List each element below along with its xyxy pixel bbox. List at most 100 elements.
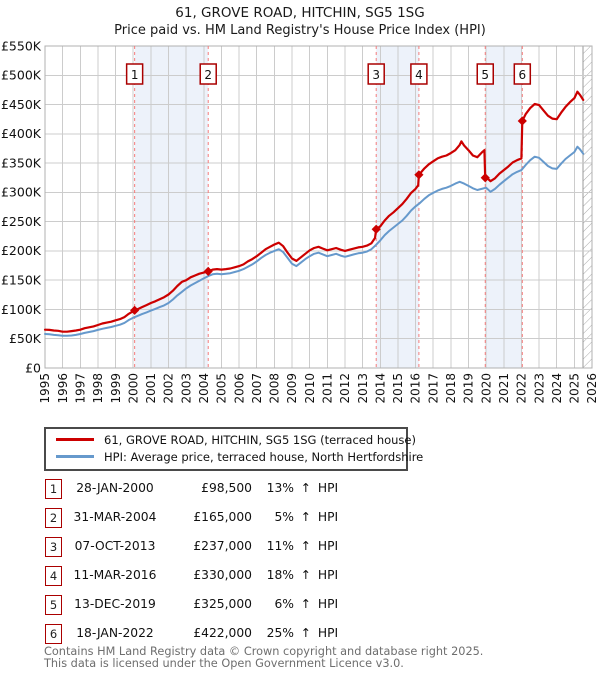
x-axis-label: 2025 <box>568 373 582 404</box>
up-arrow-icon: ↑ <box>300 539 312 553</box>
x-axis-label: 2017 <box>426 373 440 404</box>
sale-point-marker <box>480 173 490 183</box>
copyright-line-1: Contains HM Land Registry data © Crown c… <box>44 645 484 658</box>
x-axis-label: 2026 <box>585 373 599 404</box>
up-arrow-icon: ↑ <box>300 510 312 524</box>
sale-row: 4 11-MAR-2016 £330,000 18% ↑ HPI <box>0 566 600 588</box>
copyright-line-2: This data is licensed under the Open Gov… <box>44 657 404 670</box>
x-axis-label: 2021 <box>497 373 511 404</box>
x-axis-label: 2022 <box>515 373 529 404</box>
sale-number-label: 4 <box>415 68 423 82</box>
up-arrow-icon: ↑ <box>300 568 312 582</box>
x-axis-label: 2004 <box>197 373 211 404</box>
x-axis-label: 2018 <box>444 373 458 404</box>
x-axis-label: 2010 <box>303 373 317 404</box>
sale-number-label: 3 <box>372 68 380 82</box>
y-axis-label: £400K <box>1 126 42 141</box>
x-axis-label: 2019 <box>462 373 476 404</box>
x-axis-label: 2007 <box>250 373 264 404</box>
x-axis-label: 2008 <box>268 373 282 404</box>
sale-row: 5 13-DEC-2019 £325,000 6% ↑ HPI <box>0 595 600 617</box>
sale-number-badge: 2 <box>45 508 62 528</box>
y-axis-label: £300K <box>1 185 42 200</box>
property-line-swatch <box>56 438 94 441</box>
sale-price: £330,000 <box>193 568 252 582</box>
sale-number-label: 5 <box>481 68 489 82</box>
sale-date: 07-OCT-2013 <box>74 539 156 553</box>
sale-date: 13-DEC-2019 <box>74 597 156 611</box>
sale-row: 2 31-MAR-2004 £165,000 5% ↑ HPI <box>0 508 600 530</box>
x-axis-label: 2000 <box>126 373 140 404</box>
x-axis-label: 1998 <box>91 373 105 404</box>
y-axis-label: £500K <box>1 68 42 83</box>
y-axis-label: £100K <box>1 302 42 317</box>
sale-point-marker <box>414 170 424 180</box>
sale-date: 28-JAN-2000 <box>76 481 154 495</box>
legend-label-hpi: HPI: Average price, terraced house, Nort… <box>104 449 424 464</box>
legend-label-property: 61, GROVE ROAD, HITCHIN, SG5 1SG (terrac… <box>104 432 416 447</box>
page-subtitle: Price paid vs. HM Land Registry's House … <box>114 23 486 38</box>
sale-number-label: 2 <box>204 68 212 82</box>
sale-point-marker <box>517 116 527 126</box>
x-axis-label: 2006 <box>232 373 246 404</box>
sale-number-badge: 6 <box>45 624 62 644</box>
up-arrow-icon: ↑ <box>300 626 312 640</box>
sale-number-marker <box>410 63 428 85</box>
price-history-chart: 1 2 3 4 5 6 £0 £50K £100K £150K £200K £250K £300K £35… <box>1 38 599 404</box>
sale-number-badge: 1 <box>45 479 62 499</box>
future-hatch-region <box>583 46 592 368</box>
x-axis-label: 2015 <box>391 373 405 404</box>
x-axis-label: 2001 <box>144 373 158 404</box>
sale-point-marker <box>371 224 381 234</box>
x-axis-label: 2009 <box>285 373 299 404</box>
sale-row: 3 07-OCT-2013 £237,000 11% ↑ HPI <box>0 537 600 559</box>
sale-vs-hpi: 6% ↑ HPI <box>274 597 339 611</box>
sale-price: £98,500 <box>201 481 252 495</box>
chart-legend: 61, GROVE ROAD, HITCHIN, SG5 1SG (terrac… <box>44 427 423 471</box>
sale-number-marker <box>367 63 385 85</box>
y-axis-label: £250K <box>1 214 42 229</box>
sale-vs-hpi: 13% ↑ HPI <box>266 481 339 495</box>
y-axis-label: £150K <box>1 272 42 287</box>
sale-price: £325,000 <box>193 597 252 611</box>
sale-number-label: 6 <box>518 68 526 82</box>
x-axis-label: 1999 <box>109 373 123 404</box>
x-axis-label: 2002 <box>162 373 176 404</box>
x-axis-label: 2024 <box>550 373 564 404</box>
sale-vs-hpi: 5% ↑ HPI <box>274 510 339 524</box>
sale-vs-hpi: 18% ↑ HPI <box>266 568 339 582</box>
y-axis-label: £50K <box>9 331 42 346</box>
sale-number-marker <box>125 63 144 85</box>
x-axis-label: 2013 <box>356 373 370 404</box>
up-arrow-icon: ↑ <box>300 597 312 611</box>
sale-number-badge: 5 <box>45 595 62 615</box>
hpi-line <box>44 145 585 337</box>
sale-number-label: 1 <box>131 68 139 82</box>
sale-number-marker <box>476 63 494 85</box>
x-axis-label: 1995 <box>38 373 52 404</box>
sale-date: 18-JAN-2022 <box>76 626 154 640</box>
hpi-line-swatch <box>56 455 94 458</box>
x-axis-label: 2023 <box>532 373 546 404</box>
sale-date: 11-MAR-2016 <box>73 568 157 582</box>
y-axis-label: £550K <box>1 38 42 53</box>
y-axis-label: £450K <box>1 97 42 112</box>
legend-item-property: 61, GROVE ROAD, HITCHIN, SG5 1SG (terrac… <box>46 431 416 448</box>
x-axis-label: 2012 <box>338 373 352 404</box>
sale-point-marker <box>203 266 213 276</box>
sale-price: £165,000 <box>193 510 252 524</box>
sale-point-marker <box>130 305 140 315</box>
y-axis-label: £350K <box>1 155 42 170</box>
sale-row: 6 18-JAN-2022 £422,000 25% ↑ HPI <box>0 624 600 646</box>
sale-row: 1 28-JAN-2000 £98,500 13% ↑ HPI <box>0 479 600 501</box>
up-arrow-icon: ↑ <box>300 481 312 495</box>
sale-number-marker <box>199 63 217 85</box>
x-axis-label: 1996 <box>56 373 70 404</box>
x-axis-label: 2003 <box>179 373 193 404</box>
sale-number-badge: 3 <box>45 537 62 557</box>
x-axis-label: 2005 <box>215 373 229 404</box>
sale-vs-hpi: 11% ↑ HPI <box>266 539 339 553</box>
sale-price: £422,000 <box>193 626 252 640</box>
sale-date: 31-MAR-2004 <box>73 510 157 524</box>
